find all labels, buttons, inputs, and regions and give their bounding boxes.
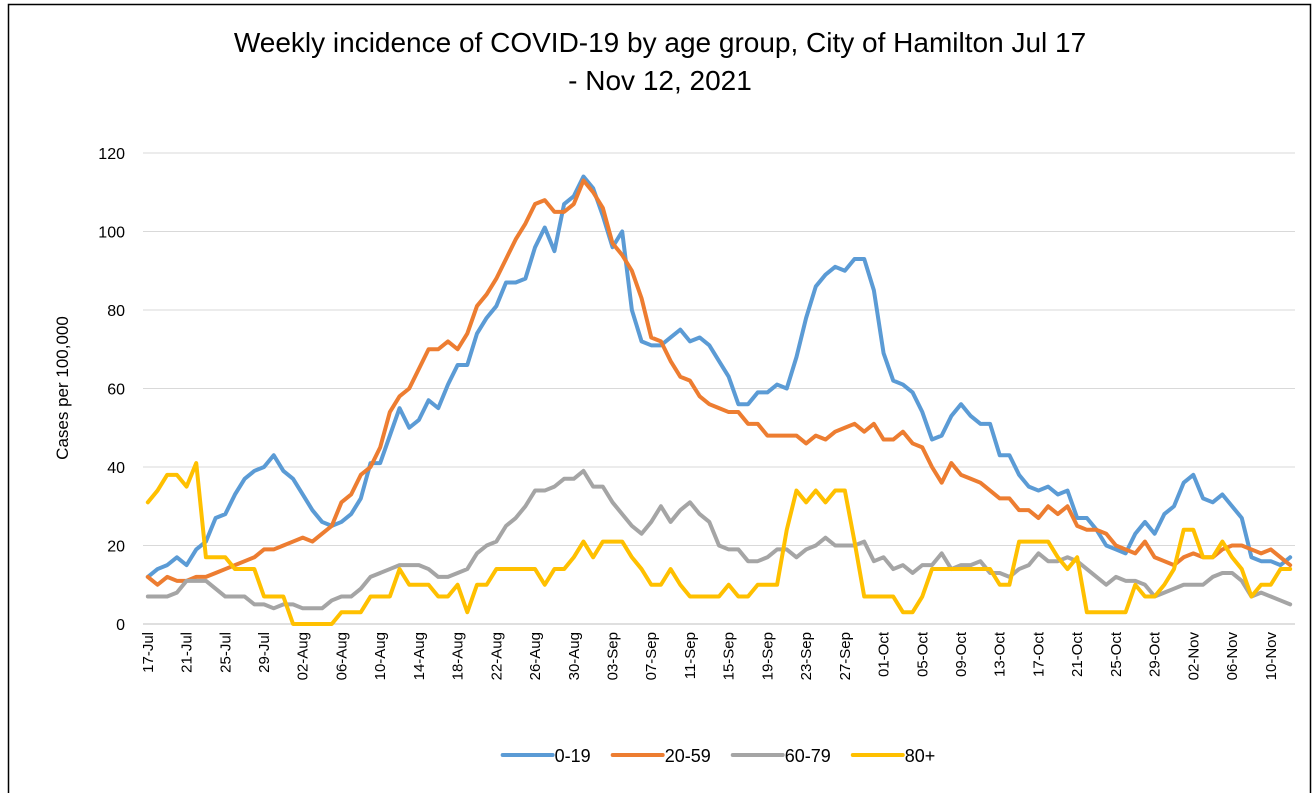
x-tick-label: 30-Aug [566,632,583,680]
x-tick-label: 07-Sep [643,632,660,680]
x-tick-label: 18-Aug [450,632,467,680]
x-tick-label: 17-Oct [1030,631,1047,677]
series-line [145,468,1293,611]
x-tick-label: 19-Sep [759,632,776,680]
y-tick-label: 80 [107,303,125,320]
y-tick-label: 60 [107,382,125,399]
chart-border [7,3,1312,793]
y-tick-label: 20 [107,539,125,556]
x-tick-label: 21-Oct [1069,631,1086,677]
x-tick-label: 21-Jul [179,632,196,673]
y-tick-label: 40 [107,460,125,477]
series-line [145,174,1293,579]
x-tick-label: 22-Aug [488,632,505,680]
x-tick-label: 15-Sep [721,632,738,680]
x-tick-label: 14-Aug [411,632,428,680]
legend-label: 0-19 [555,746,591,766]
y-tick-label: 0 [116,617,125,634]
x-tick-label: 10-Aug [372,632,389,680]
x-tick-label: 17-Jul [140,632,157,673]
x-tick-label: 01-Oct [876,631,893,677]
x-tick-label: 06-Nov [1224,632,1241,681]
x-tick-label: 05-Oct [914,631,931,677]
y-tick-label: 100 [98,225,125,242]
x-tick-label: 26-Aug [527,632,544,680]
series-line [145,461,1293,626]
legend-label: 20-59 [665,746,711,766]
legend: 0-19 20-59 60-79 80+ [500,746,936,766]
legend-label: 60-79 [785,746,831,766]
chart-title: Weekly incidence of COVID-19 by age grou… [234,27,1086,96]
series-line [145,178,1293,587]
y-tick-label: 120 [98,146,125,163]
x-tick-label: 03-Sep [605,632,622,680]
x-tick-label: 27-Sep [837,632,854,680]
x-tick-label: 06-Aug [333,632,350,680]
x-tick-label: 11-Sep [682,632,699,679]
x-tick-label: 13-Oct [992,631,1009,677]
x-tick-label: 25-Jul [217,632,234,673]
x-tick-label: 25-Oct [1108,631,1125,677]
x-tick-label: 29-Jul [256,632,273,673]
x-tick-label: 09-Oct [953,631,970,677]
x-tick-label: 29-Oct [1147,631,1164,677]
x-tick-label: 10-Nov [1263,632,1280,681]
x-tick-label: 02-Nov [1185,632,1202,681]
legend-label: 80+ [905,746,936,766]
y-axis-label: Cases per 100,000 [53,316,72,460]
x-tick-label: 23-Sep [798,632,815,680]
x-tick-label: 02-Aug [295,632,312,680]
